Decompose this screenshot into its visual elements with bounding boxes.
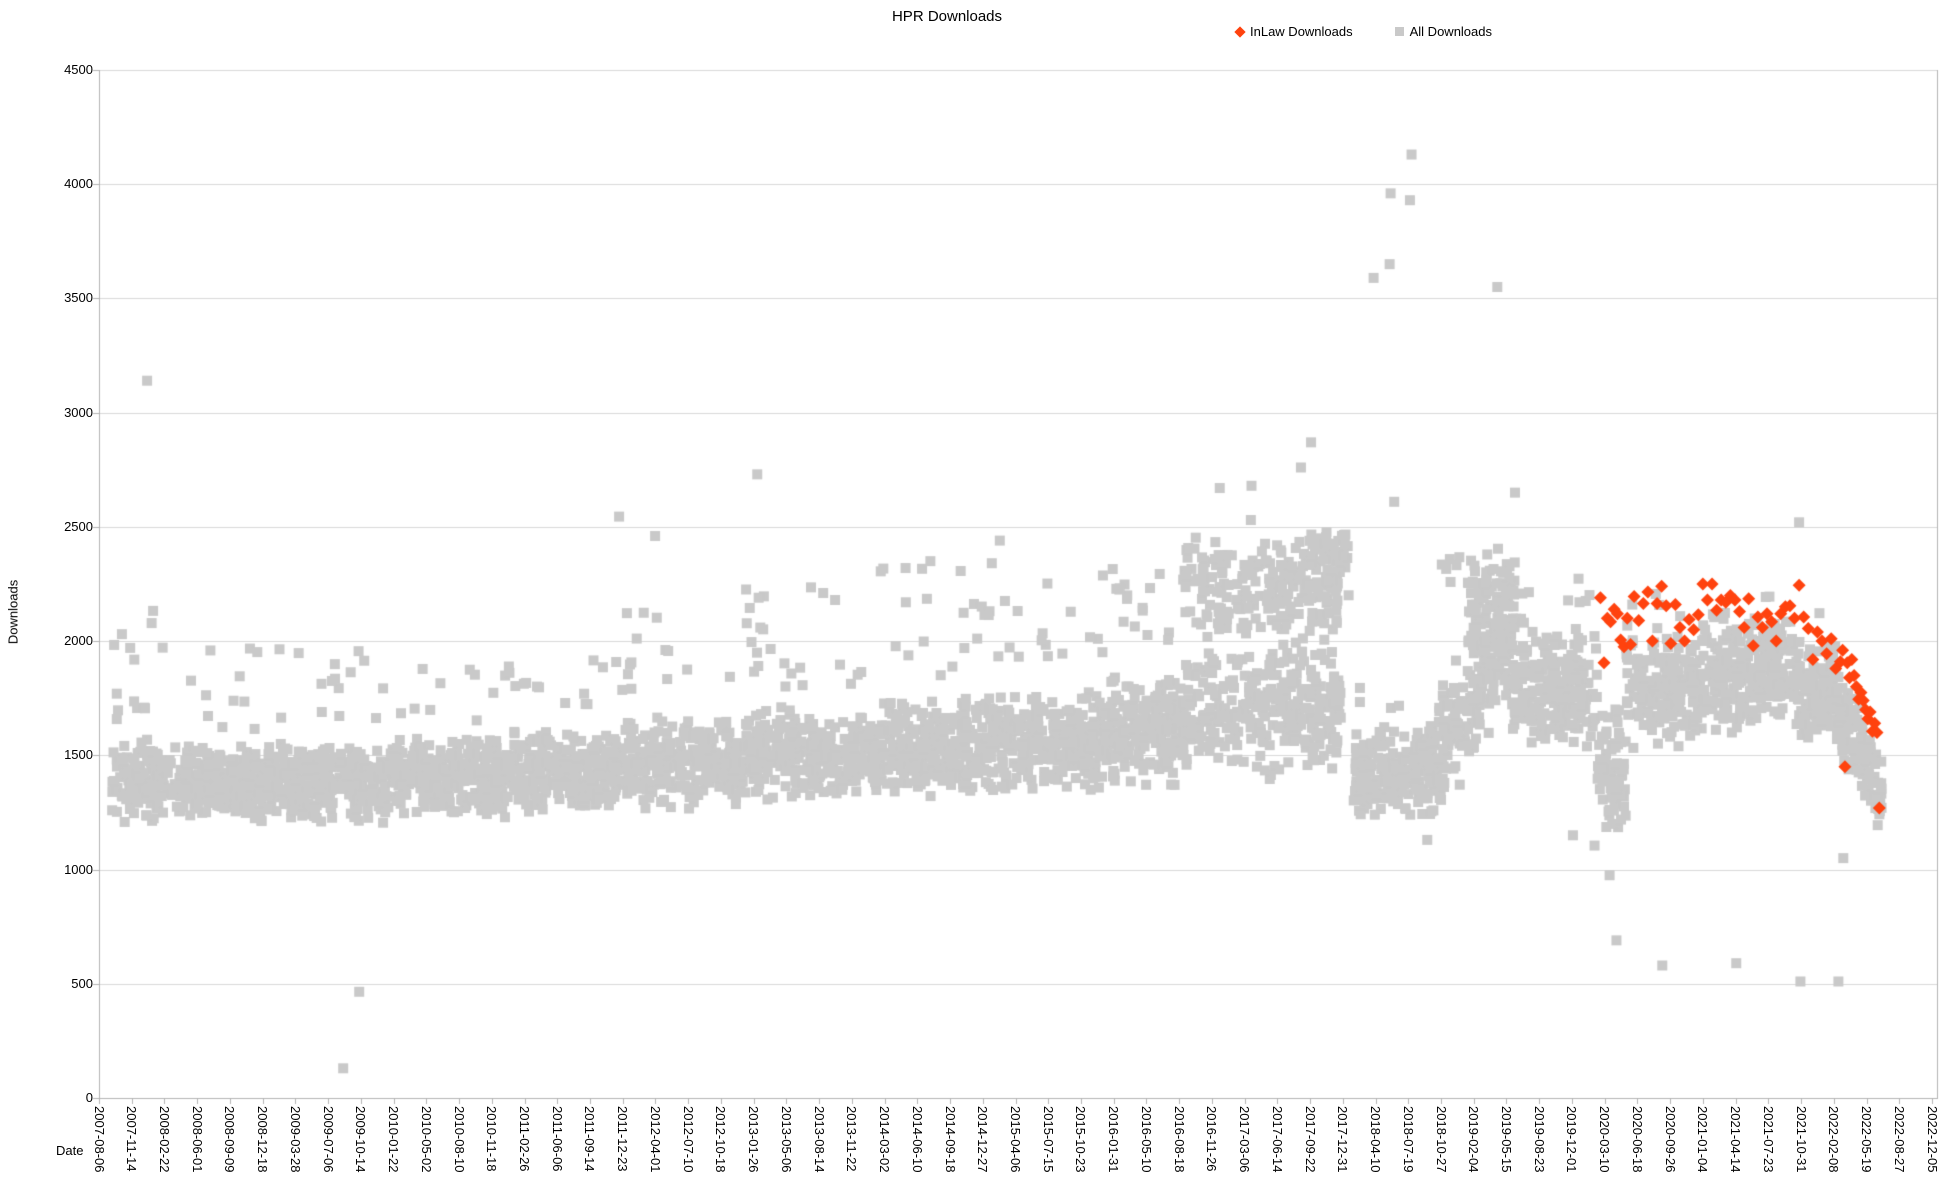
x-tick-label: 2022-05-19 [1859,1106,1875,1173]
y-tick-label: 2000 [64,633,93,649]
x-tick-label: 2019-12-01 [1564,1106,1580,1173]
y-tick-label: 2500 [64,518,93,534]
legend-label-all: All Downloads [1409,24,1492,39]
x-tick-label: 2014-06-10 [909,1106,925,1173]
y-tick-label: 4000 [64,176,93,192]
x-tick-label: 2007-11-14 [124,1106,140,1172]
y-axis-title: Downloads [5,579,21,645]
x-tick-label: 2019-02-04 [1466,1106,1482,1173]
x-tick-label: 2017-12-31 [1335,1106,1351,1173]
x-tick-label: 2010-01-22 [386,1106,402,1173]
x-tick-label: 2010-08-10 [451,1106,467,1173]
x-tick-label: 2018-07-19 [1400,1106,1416,1173]
x-tick-label: 2021-01-04 [1695,1106,1711,1173]
x-tick-label: 2014-03-02 [877,1106,893,1173]
x-tick-label: 2014-12-27 [975,1106,991,1173]
legend-item-all-downloads: All Downloads [1394,24,1492,39]
x-tick-label: 2020-03-10 [1597,1106,1613,1173]
diamond-marker-icon [1234,25,1246,38]
x-tick-label: 2013-01-26 [746,1106,762,1173]
x-tick-label: 2010-11-18 [484,1106,500,1172]
square-marker-icon [1394,27,1404,36]
x-tick-label: 2016-11-26 [1204,1106,1220,1172]
x-tick-label: 2020-06-18 [1629,1106,1645,1173]
x-tick-label: 2019-05-15 [1498,1106,1514,1173]
x-tick-label: 2009-07-06 [320,1106,336,1173]
x-tick-label: 2017-06-14 [1269,1106,1285,1173]
y-tick-label: 4500 [64,62,93,77]
x-tick-label: 2013-05-06 [778,1106,794,1173]
x-tick-label: 2015-04-06 [1008,1106,1023,1173]
x-tick-label: 2011-06-06 [549,1106,565,1172]
x-tick-label: 2013-08-14 [811,1106,827,1173]
x-tick-label: 2018-04-10 [1368,1106,1384,1173]
x-axis-title: Date [56,1143,84,1158]
chart-title: HPR Downloads [891,8,1003,25]
y-tick-label: 500 [71,975,93,991]
x-tick-label: 2016-05-10 [1138,1106,1154,1173]
x-tick-label: 2018-10-27 [1433,1106,1449,1173]
x-tick-label: 2017-03-06 [1237,1106,1253,1173]
x-tick-label: 2008-09-09 [222,1106,238,1173]
legend-label-inlaw: InLaw Downloads [1250,24,1353,39]
x-tick-label: 2012-10-18 [713,1106,729,1173]
x-tick-label: 2013-11-22 [844,1106,860,1172]
x-tick-label: 2021-07-23 [1760,1106,1776,1173]
x-tick-label: 2020-09-26 [1662,1106,1678,1173]
x-tick-label: 2011-09-14 [582,1106,598,1172]
x-tick-label: 2017-09-22 [1302,1106,1318,1173]
x-tick-label: 2016-01-31 [1106,1106,1122,1173]
x-tick-label: 2022-12-05 [1924,1106,1940,1173]
x-tick-label: 2019-08-23 [1531,1106,1547,1173]
x-tick-label: 2007-08-06 [91,1106,107,1173]
x-tick-label: 2021-10-31 [1793,1106,1809,1173]
y-tick-label: 0 [85,1090,93,1105]
y-tick-label: 3500 [64,290,93,306]
x-tick-label: 2014-09-18 [942,1106,958,1173]
legend: InLaw Downloads All Downloads [1234,24,1492,39]
x-tick-label: 2016-08-18 [1171,1106,1187,1173]
legend-item-inlaw-downloads: InLaw Downloads [1234,24,1353,39]
x-tick-label: 2022-08-27 [1891,1106,1907,1173]
x-tick-label: 2015-10-23 [1073,1106,1089,1173]
y-tick-label: 3000 [64,404,93,420]
x-tick-label: 2011-02-26 [517,1106,533,1172]
x-tick-label: 2009-10-14 [353,1106,369,1173]
x-tick-label: 2011-12-23 [615,1106,631,1172]
x-tick-label: 2015-07-15 [1040,1106,1056,1173]
x-tick-label: 2012-04-01 [647,1106,663,1173]
y-tick-label: 1500 [64,747,93,763]
x-tick-label: 2009-03-28 [287,1106,303,1173]
x-tick-label: 2012-07-10 [680,1106,696,1173]
x-tick-label: 2022-02-08 [1826,1106,1842,1173]
x-tick-label: 2008-02-22 [156,1106,172,1173]
x-tick-label: 2008-06-01 [189,1106,205,1173]
x-tick-label: 2021-04-14 [1728,1106,1744,1173]
y-tick-label: 1000 [64,861,93,877]
x-tick-label: 2010-05-02 [418,1106,434,1173]
x-tick-label: 2008-12-18 [255,1106,271,1173]
